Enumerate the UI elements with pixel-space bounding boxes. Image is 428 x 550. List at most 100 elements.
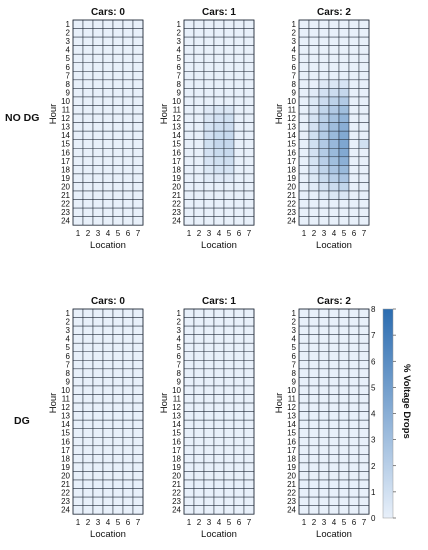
heatmap-cell <box>328 182 340 192</box>
heatmap-cell <box>122 199 134 209</box>
heatmap-cell <box>328 402 340 412</box>
heatmap-cell <box>233 360 245 370</box>
heatmap-cell <box>338 96 350 106</box>
heatmap-cell <box>298 317 310 327</box>
heatmap-cell <box>82 45 94 55</box>
heatmap-cell <box>122 96 134 106</box>
heatmap-cell <box>223 462 235 472</box>
heatmap-cell <box>358 437 370 447</box>
heatmap-cell <box>233 334 245 344</box>
heatmap-cell <box>102 113 114 123</box>
heatmap-cell <box>112 19 124 29</box>
heatmap-cell <box>203 471 215 481</box>
heatmap-cell <box>132 122 144 132</box>
heatmap-cell <box>328 105 340 115</box>
heatmap-cell <box>318 496 330 506</box>
heatmap-cell <box>102 385 114 395</box>
heatmap-cell <box>233 28 245 38</box>
heatmap-cell <box>122 377 134 387</box>
heatmap-cell <box>193 411 205 421</box>
heatmap-cell <box>132 88 144 98</box>
heatmap-cell <box>193 207 205 217</box>
heatmap-cell <box>92 505 104 515</box>
heatmap-cell <box>102 368 114 378</box>
heatmap-cell <box>233 402 245 412</box>
y-tick-label: 2 <box>292 318 297 327</box>
heatmap-cell <box>213 148 225 158</box>
heatmap-cell <box>223 113 235 123</box>
heatmap-cell <box>72 505 84 515</box>
heatmap-cell <box>203 53 215 64</box>
heatmap-cell <box>92 428 104 438</box>
heatmap-cell <box>213 454 225 464</box>
heatmap-cell <box>338 368 350 378</box>
heatmap-cell <box>318 479 330 489</box>
heatmap-cell <box>348 385 360 395</box>
y-tick-label: 8 <box>177 369 182 378</box>
heatmap-cell <box>308 122 320 132</box>
colorbar-tick-label: 7 <box>371 331 376 340</box>
heatmap-cell <box>183 325 195 335</box>
heatmap-cell <box>102 139 114 149</box>
y-tick-label: 23 <box>172 208 181 217</box>
heatmap-cell <box>72 325 84 335</box>
heatmap-cell <box>193 368 205 378</box>
heatmap-cell <box>298 62 310 72</box>
heatmap-cell <box>348 368 360 378</box>
heatmap-cell <box>243 122 255 132</box>
heatmap-cell <box>203 130 215 140</box>
heatmap-cell <box>122 471 134 481</box>
y-tick-label: 14 <box>172 131 181 140</box>
heatmap-cell <box>348 19 360 29</box>
heatmap-cell <box>72 156 84 166</box>
heatmap-cell <box>183 79 195 89</box>
heatmap-cell <box>213 496 225 506</box>
heatmap-cell <box>318 351 330 361</box>
heatmap-cell <box>112 216 124 226</box>
heatmap-cell <box>298 445 310 455</box>
heatmap-cell <box>193 419 205 429</box>
heatmap-cell <box>82 199 94 209</box>
heatmap-cell <box>348 71 360 81</box>
heatmap-cell <box>318 79 330 89</box>
heatmap-cell <box>193 317 205 327</box>
heatmap-cell <box>92 351 104 361</box>
heatmap-cell <box>203 19 215 29</box>
heatmap-cell <box>82 325 94 335</box>
y-tick-label: 23 <box>61 497 70 506</box>
x-tick-label: 4 <box>217 518 222 527</box>
y-tick-label: 16 <box>287 148 296 157</box>
heatmap-cell <box>348 462 360 472</box>
heatmap-cell <box>328 437 340 447</box>
heatmap-cell <box>308 148 320 158</box>
heatmap-cell <box>338 156 350 166</box>
heatmap-cell <box>223 156 235 166</box>
y-tick-label: 3 <box>66 326 71 335</box>
heatmap-cell <box>213 471 225 481</box>
heatmap-cell <box>213 377 225 387</box>
heatmap-cell <box>223 96 235 106</box>
heatmap-cell <box>92 105 104 115</box>
heatmap-cell <box>338 377 350 387</box>
y-tick-label: 18 <box>287 165 296 174</box>
heatmap-cell <box>193 334 205 344</box>
y-tick-label: 10 <box>61 386 70 395</box>
heatmap-cell <box>102 190 114 200</box>
y-tick-label: 8 <box>66 369 71 378</box>
heatmap-cell <box>102 173 114 183</box>
heatmap-cell <box>183 317 195 327</box>
heatmap-cell <box>308 28 320 38</box>
y-tick-label: 18 <box>61 454 70 463</box>
heatmap-cell <box>338 88 350 98</box>
x-tick-label: 2 <box>197 229 202 238</box>
heatmap-cell <box>298 377 310 387</box>
heatmap-cell <box>223 190 235 200</box>
heatmap-cell <box>102 71 114 81</box>
heatmap-cell <box>318 71 330 81</box>
heatmap-cell <box>82 207 94 217</box>
heatmap-cell <box>298 130 310 140</box>
heatmap-cell <box>348 207 360 217</box>
heatmap-cell <box>243 334 255 344</box>
heatmap-cell <box>92 385 104 395</box>
heatmap-cell <box>328 148 340 158</box>
